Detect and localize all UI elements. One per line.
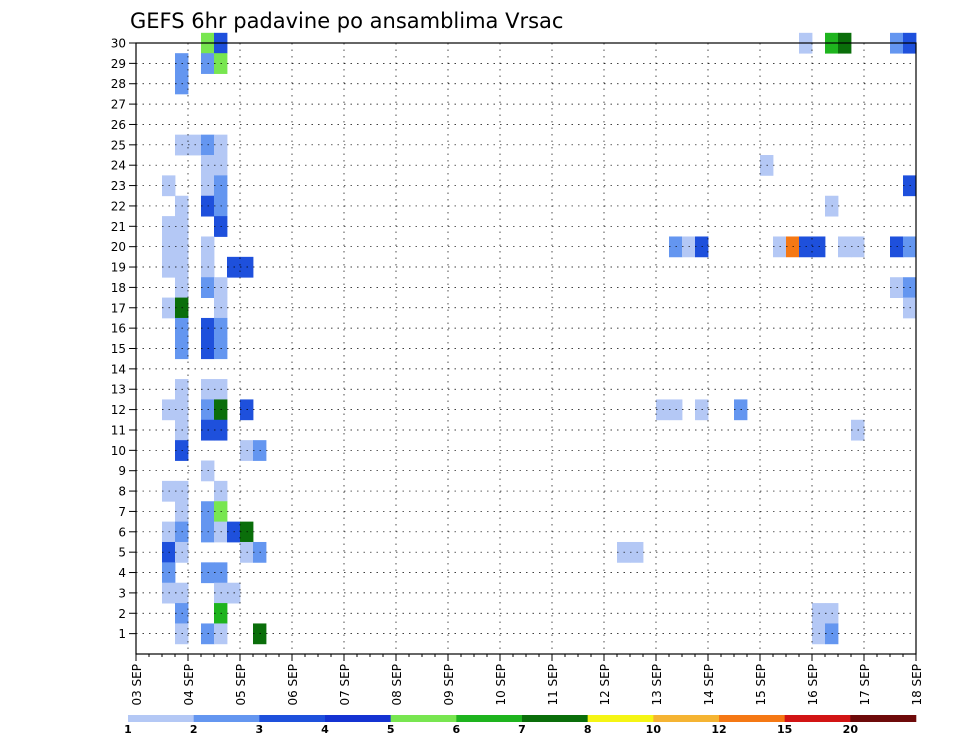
- y-tick-label: 18: [111, 281, 126, 295]
- x-tick-label: 10 SEP: [494, 664, 508, 706]
- x-tick-label: 06 SEP: [286, 664, 300, 706]
- legend-label: 7: [518, 723, 526, 736]
- legend-label: 5: [387, 723, 395, 736]
- legend-swatch: [784, 715, 851, 722]
- legend-swatch: [128, 715, 194, 722]
- y-tick-label: 15: [111, 342, 126, 356]
- y-tick-label: 23: [111, 179, 126, 193]
- legend-swatch: [587, 715, 654, 722]
- y-tick-label: 25: [111, 138, 126, 152]
- legend-label: 8: [584, 723, 592, 736]
- legend-label: 4: [321, 723, 329, 736]
- x-tick-label: 11 SEP: [546, 664, 560, 706]
- y-tick-label: 7: [118, 505, 126, 519]
- y-tick-label: 30: [111, 37, 126, 51]
- y-tick-label: 16: [111, 322, 126, 336]
- legend-swatch: [325, 715, 391, 722]
- x-tick-label: 13 SEP: [650, 664, 664, 706]
- y-tick-label: 10: [111, 444, 126, 458]
- y-tick-label: 6: [118, 525, 126, 539]
- y-axis: 1234567891011121314151617181920212223242…: [111, 37, 136, 641]
- legend-label: 20: [843, 723, 859, 736]
- legend-swatch: [456, 715, 523, 722]
- y-tick-label: 19: [111, 261, 126, 275]
- y-tick-label: 27: [111, 98, 126, 112]
- y-tick-label: 4: [118, 566, 126, 580]
- x-tick-label: 16 SEP: [806, 664, 820, 706]
- y-tick-label: 12: [111, 403, 126, 417]
- y-tick-label: 20: [111, 240, 126, 254]
- y-tick-label: 2: [118, 607, 126, 621]
- legend-label: 2: [190, 723, 198, 736]
- x-tick-label: 12 SEP: [598, 664, 612, 706]
- x-tick-label: 04 SEP: [182, 664, 196, 706]
- legend-label: 3: [256, 723, 264, 736]
- x-tick-label: 03 SEP: [130, 664, 144, 706]
- x-tick-label: 09 SEP: [442, 664, 456, 706]
- y-tick-label: 8: [118, 485, 126, 499]
- x-tick-label: 07 SEP: [338, 664, 352, 706]
- color-legend: 1 2 3 4 5 6 7 8 10 12 15 20: [124, 715, 917, 736]
- legend-label: 12: [711, 723, 726, 736]
- y-tick-label: 11: [111, 423, 126, 437]
- y-tick-label: 21: [111, 220, 126, 234]
- x-tick-label: 15 SEP: [754, 664, 768, 706]
- y-tick-label: 17: [111, 301, 126, 315]
- y-tick-label: 1: [118, 627, 126, 641]
- y-tick-label: 26: [111, 118, 126, 132]
- y-tick-label: 24: [111, 159, 126, 173]
- y-tick-label: 29: [111, 57, 126, 71]
- y-tick-label: 28: [111, 77, 126, 91]
- y-tick-label: 3: [118, 586, 126, 600]
- legend-label: 10: [646, 723, 662, 736]
- legend-swatch: [719, 715, 785, 722]
- legend-label: 1: [124, 723, 132, 736]
- y-tick-label: 13: [111, 383, 126, 397]
- legend-swatch: [259, 715, 326, 722]
- legend-swatch: [653, 715, 720, 722]
- legend-swatch: [193, 715, 260, 722]
- x-tick-label: 05 SEP: [234, 664, 248, 706]
- y-tick-label: 9: [118, 464, 126, 478]
- chart-grid: [136, 42, 916, 654]
- legend-swatch: [522, 715, 588, 722]
- y-tick-label: 22: [111, 199, 126, 213]
- x-tick-label: 08 SEP: [390, 664, 404, 706]
- x-tick-label: 14 SEP: [702, 664, 716, 706]
- legend-swatch: [850, 715, 917, 722]
- legend-label: 15: [777, 723, 792, 736]
- y-tick-label: 5: [118, 546, 126, 560]
- chart-title: GEFS 6hr padavine po ansamblima Vrsac: [130, 9, 563, 33]
- x-axis: 03 SEP 04 SEP 05 SEP 06 SEP 07 SEP 08 SEP 09 S…: [130, 654, 924, 706]
- y-tick-label: 14: [111, 362, 126, 376]
- legend-swatch: [390, 715, 457, 722]
- legend-label: 6: [453, 723, 461, 736]
- x-tick-label: 18 SEP: [910, 664, 924, 706]
- x-tick-label: 17 SEP: [858, 664, 872, 706]
